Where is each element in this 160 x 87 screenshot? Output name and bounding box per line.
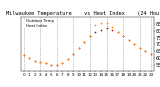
Point bbox=[78, 48, 80, 49]
Point bbox=[22, 54, 25, 56]
Point bbox=[89, 36, 91, 37]
Point bbox=[150, 53, 152, 54]
Point bbox=[56, 64, 58, 65]
Point bbox=[67, 58, 69, 60]
Point bbox=[127, 40, 130, 41]
Point bbox=[44, 63, 47, 64]
Point bbox=[111, 29, 113, 30]
Point bbox=[61, 63, 64, 64]
Point bbox=[67, 58, 69, 60]
Point bbox=[133, 44, 136, 45]
Point bbox=[133, 44, 136, 45]
Point bbox=[122, 36, 124, 37]
Point bbox=[150, 53, 152, 54]
Point bbox=[127, 40, 130, 41]
Point bbox=[111, 26, 113, 27]
Point bbox=[50, 64, 52, 65]
Point bbox=[50, 64, 52, 65]
Point bbox=[33, 60, 36, 61]
Point bbox=[105, 27, 108, 29]
Point bbox=[89, 36, 91, 37]
Point bbox=[72, 53, 75, 54]
Point bbox=[83, 41, 86, 42]
Point bbox=[94, 25, 97, 26]
Point bbox=[144, 50, 147, 52]
Point bbox=[116, 31, 119, 33]
Point bbox=[72, 53, 75, 54]
Point bbox=[22, 54, 25, 56]
Point bbox=[83, 41, 86, 42]
Point bbox=[139, 48, 141, 49]
Point bbox=[116, 31, 119, 33]
Point bbox=[100, 29, 102, 30]
Point bbox=[39, 61, 41, 63]
Point bbox=[144, 50, 147, 52]
Point bbox=[28, 57, 30, 59]
Point bbox=[100, 22, 102, 23]
Point bbox=[122, 36, 124, 37]
Point bbox=[28, 57, 30, 59]
Point bbox=[105, 22, 108, 23]
Point bbox=[44, 63, 47, 64]
Point bbox=[39, 61, 41, 63]
Legend: Outdoor Temp, Heat Index: Outdoor Temp, Heat Index bbox=[23, 19, 54, 28]
Point bbox=[61, 63, 64, 64]
Point bbox=[94, 31, 97, 33]
Point bbox=[33, 60, 36, 61]
Point bbox=[139, 48, 141, 49]
Point bbox=[78, 48, 80, 49]
Title: Milwaukee Temperature    vs Heat Index    (24 Hours): Milwaukee Temperature vs Heat Index (24 … bbox=[6, 11, 160, 16]
Point bbox=[56, 64, 58, 65]
